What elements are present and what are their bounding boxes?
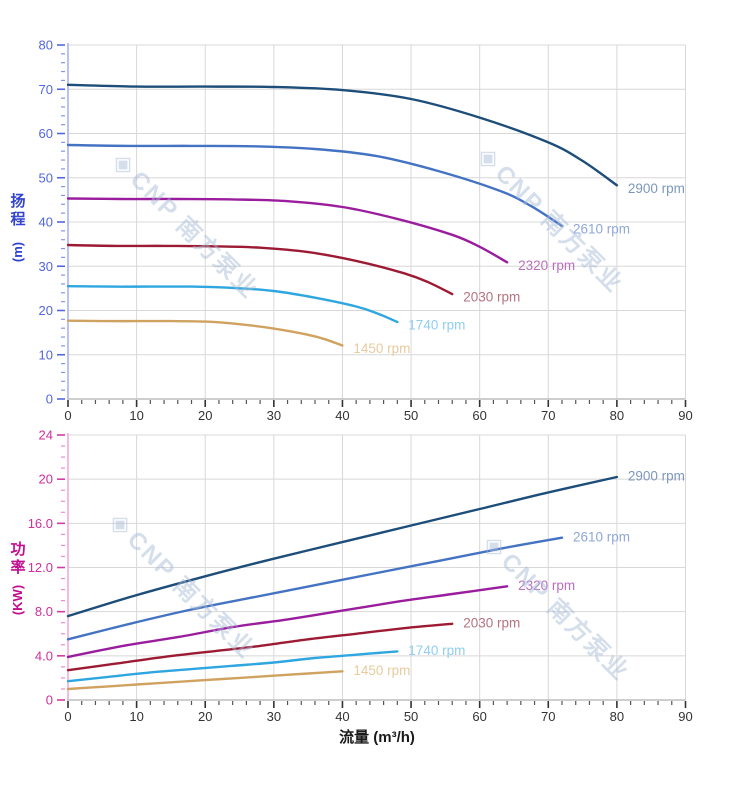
x-tick-label: 30 (267, 709, 281, 724)
y-tick-label: 8.0 (35, 604, 53, 619)
y-tick-label: 24 (39, 428, 53, 443)
x-tick-label: 90 (678, 408, 692, 423)
y-tick-label: 60 (39, 126, 53, 141)
x-tick-label: 50 (404, 709, 418, 724)
head-axis-unit: (m) (10, 241, 25, 263)
series-label-1740-rpm: 1740 rpm (408, 643, 465, 658)
x-tick-label: 80 (610, 408, 624, 423)
curve-2900-rpm (66, 475, 619, 618)
y-tick-label: 16.0 (28, 516, 53, 531)
y-tick-label: 70 (39, 82, 53, 97)
y-tick-label: 30 (39, 259, 53, 274)
y-tick-label: 10 (39, 347, 53, 362)
power-axis-unit: (KW) (10, 584, 26, 616)
head-axis-title: 扬程 (m) (6, 193, 30, 263)
x-axis-ticks: 0 10 20 30 40 50 60 70 80 90 (64, 400, 693, 423)
curve-2030-rpm (66, 243, 454, 296)
x-tick-label: 60 (472, 408, 486, 423)
x-tick-label: 20 (198, 709, 212, 724)
power-vs-flow-chart: 0 10 20 30 40 50 60 70 80 90 0 4.0 8.0 12.0 16.0 20 24 29… (28, 428, 693, 725)
y-tick-label: 20 (39, 472, 53, 487)
y-tick-label: 40 (39, 215, 53, 230)
curve-2610-rpm (66, 143, 564, 228)
series-label-2030-rpm: 2030 rpm (463, 290, 520, 305)
curve-1740-rpm (66, 650, 399, 683)
x-tick-label: 40 (335, 709, 349, 724)
y-axis-ticks: 0 10 20 30 40 50 60 70 80 (39, 38, 65, 407)
x-tick-label: 10 (129, 408, 143, 423)
series-label-2610-rpm: 2610 rpm (573, 529, 630, 544)
grid (68, 434, 686, 700)
series-label-1450-rpm: 1450 rpm (353, 663, 410, 678)
y-tick-label: 4.0 (35, 648, 53, 663)
series-label-1450-rpm: 1450 rpm (353, 341, 410, 356)
curve-1740-rpm (66, 285, 399, 324)
power-axis-title: 功率 (KW) (6, 541, 30, 615)
x-tick-label: 60 (472, 709, 486, 724)
x-tick-label: 50 (404, 408, 418, 423)
series-label-2900-rpm: 2900 rpm (628, 181, 685, 196)
curve-2030-rpm (66, 622, 454, 672)
curve-2900-rpm (66, 83, 619, 187)
power-axis-title-text: 功率 (10, 541, 26, 576)
flow-axis-title: 流量 (m³/h) (339, 729, 415, 746)
x-tick-label: 0 (64, 408, 71, 423)
x-tick-label: 0 (64, 709, 71, 724)
curve-1450-rpm (66, 670, 344, 691)
x-tick-label: 30 (267, 408, 281, 423)
x-axis-ticks: 0 10 20 30 40 50 60 70 80 90 (64, 701, 693, 724)
head-vs-flow-chart: 0 10 20 30 40 50 60 70 80 90 0 10 20 30 40 50 60 70 80 2900… (39, 38, 693, 424)
series-label-2030-rpm: 2030 rpm (463, 615, 520, 630)
series-label-2320-rpm: 2320 rpm (518, 258, 575, 273)
y-axis-ticks: 0 4.0 8.0 12.0 16.0 20 24 (28, 428, 65, 708)
series-label-2610-rpm: 2610 rpm (573, 222, 630, 237)
curve-1450-rpm (66, 319, 344, 347)
x-tick-label: 80 (610, 709, 624, 724)
series-label-1740-rpm: 1740 rpm (408, 318, 465, 333)
head-axis-title-text: 扬程 (10, 193, 26, 228)
x-tick-label: 70 (541, 408, 555, 423)
y-tick-label: 20 (39, 303, 53, 318)
series-label-2900-rpm: 2900 rpm (628, 469, 685, 484)
x-tick-label: 10 (129, 709, 143, 724)
series-label-2320-rpm: 2320 rpm (518, 578, 575, 593)
y-tick-label: 80 (39, 38, 53, 53)
curve-2320-rpm (66, 585, 509, 659)
y-tick-label: 0 (46, 392, 53, 407)
x-tick-label: 20 (198, 408, 212, 423)
y-tick-label: 12.0 (28, 560, 53, 575)
x-tick-label: 90 (678, 709, 692, 724)
y-tick-label: 50 (39, 170, 53, 185)
x-tick-label: 40 (335, 408, 349, 423)
curve-2610-rpm (66, 536, 564, 641)
x-tick-label: 70 (541, 709, 555, 724)
grid (68, 44, 686, 399)
y-tick-label: 0 (46, 693, 53, 708)
curve-2320-rpm (66, 197, 509, 264)
